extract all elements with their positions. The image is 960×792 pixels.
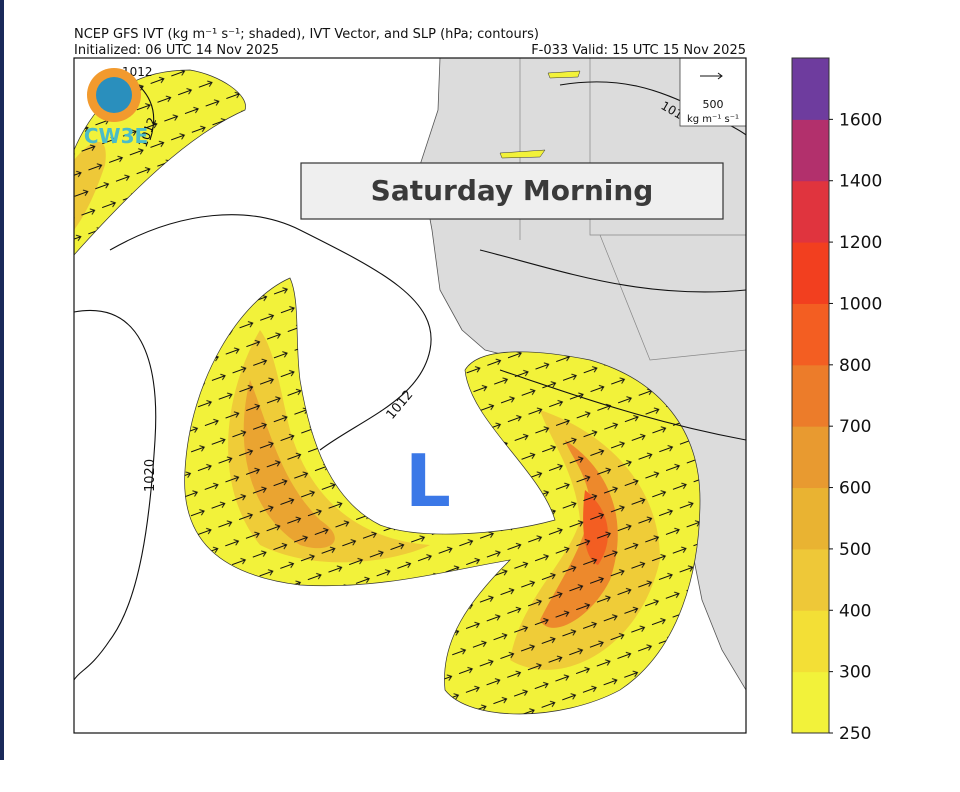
slp-contour: [109, 214, 432, 451]
colorbar-label: 800: [839, 356, 871, 376]
valid-time: F-033 Valid: 15 UTC 15 Nov 2025: [531, 43, 746, 58]
colorbar-label: 1400: [839, 172, 882, 192]
colorbar-label: 400: [839, 601, 871, 621]
colorbar-segment: [792, 58, 829, 120]
colorbar-label: 700: [839, 417, 871, 437]
colorbar: 250 300 400 500 600 700 800 1000 1200 1400 1600: [791, 57, 882, 744]
colorbar-segment: [792, 180, 829, 243]
logo-core: [96, 77, 132, 113]
colorbar-label: 300: [839, 663, 871, 683]
init-time: Initialized: 06 UTC 14 Nov 2025: [74, 43, 279, 58]
vector-key-value: 500: [703, 98, 724, 111]
banner: Saturday Morning: [371, 174, 654, 207]
map-body: Saturday Morning L 1012 1012 1012 1020 1…: [74, 58, 746, 733]
colorbar-label: 600: [839, 479, 871, 499]
vector-key-units: kg m⁻¹ s⁻¹: [687, 114, 739, 125]
contour-label: 1020: [143, 459, 158, 492]
colorbar-segment: [792, 671, 829, 734]
colorbar-segment: [792, 119, 829, 182]
title: NCEP GFS IVT (kg m⁻¹ s⁻¹; shaded), IVT V…: [74, 27, 539, 42]
colorbar-segment: [792, 426, 829, 489]
map-frame: [73, 57, 747, 734]
colorbar-label: 1000: [839, 294, 882, 314]
ivt-patch: [499, 149, 546, 159]
colorbar-segment: [792, 242, 829, 304]
vector-key-box: [679, 58, 746, 127]
logo-text: CW3E: [84, 124, 148, 148]
colorbar-label: 250: [839, 724, 871, 744]
slp-contour: [74, 309, 157, 681]
colorbar-segment: [792, 487, 829, 550]
colorbar-label: 1600: [839, 110, 882, 130]
slp-contour: [479, 249, 746, 441]
low-marker: L: [405, 439, 451, 523]
colorbar-segment: [792, 548, 829, 611]
edge-strip: [0, 0, 4, 760]
colorbar-label: 1200: [839, 233, 882, 253]
colorbar-segment: [792, 610, 829, 673]
colorbar-frame: [791, 57, 830, 734]
ivt-patch: [547, 70, 581, 79]
vector-key-arrow: [700, 72, 723, 80]
banner-box: [300, 162, 724, 220]
colorbar-segment: [792, 364, 829, 427]
colorbar-label: 500: [839, 540, 871, 560]
colorbar-segment: [792, 303, 829, 366]
ivt-vectors: [74, 70, 700, 714]
